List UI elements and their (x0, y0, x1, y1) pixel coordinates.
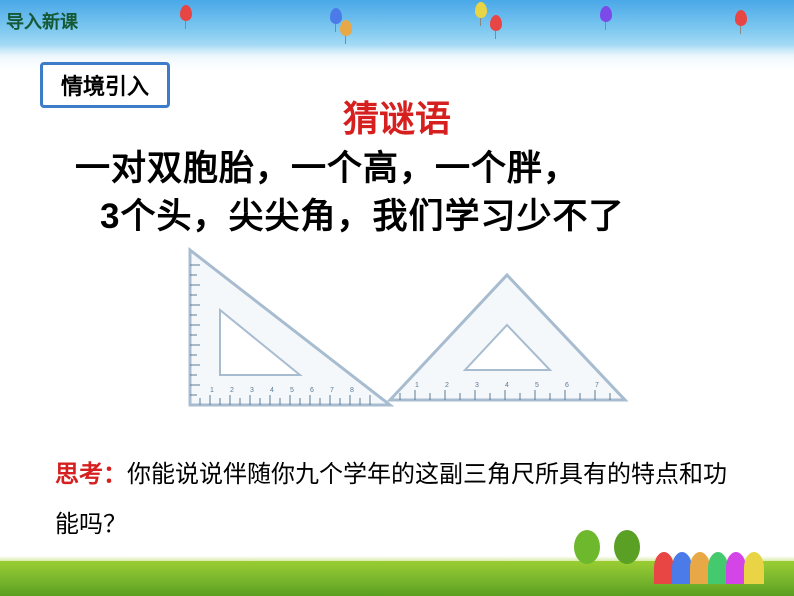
question-label: 思考： (55, 461, 127, 488)
balloon-icon (340, 20, 352, 36)
riddle-line-2: 3个头，尖尖角，我们学习少不了 (100, 188, 624, 239)
svg-text:7: 7 (330, 387, 334, 394)
balloon-icon (475, 2, 487, 18)
svg-text:3: 3 (475, 382, 479, 389)
kid-icon (690, 552, 710, 584)
chapter-title: 导入新课 (6, 8, 78, 34)
svg-text:5: 5 (535, 382, 539, 389)
balloon-icon (330, 8, 342, 24)
triangle-rulers-image: 1 2 3 4 5 6 7 8 1 2 3 4 5 6 7 (180, 240, 620, 420)
kid-icon (744, 552, 764, 584)
kid-icon (654, 552, 674, 584)
svg-text:2: 2 (445, 382, 449, 389)
kid-icon (708, 552, 728, 584)
tree-icon (574, 530, 600, 564)
svg-text:8: 8 (350, 387, 354, 394)
question-text: 你能说说伴随你九个学年的这副三角尺所具有的特点和功能吗？ (55, 461, 727, 538)
svg-text:6: 6 (310, 387, 314, 394)
tree-icon (614, 530, 640, 564)
balloon-icon (600, 6, 612, 22)
svg-text:6: 6 (565, 382, 569, 389)
svg-text:4: 4 (505, 382, 509, 389)
balloon-icon (735, 10, 747, 26)
ruler-454590-icon: 1 2 3 4 5 6 7 (380, 265, 635, 410)
kid-icon (672, 552, 692, 584)
balloon-icon (180, 5, 192, 21)
svg-text:1: 1 (415, 382, 419, 389)
ruler-306090-icon: 1 2 3 4 5 6 7 8 (180, 240, 400, 415)
riddle-title: 猜谜语 (0, 90, 794, 142)
riddle-line-1: 一对双胞胎，一个高，一个胖， (75, 140, 579, 191)
balloon-icon (490, 15, 502, 31)
svg-text:4: 4 (270, 387, 274, 394)
svg-text:5: 5 (290, 387, 294, 394)
kid-icon (726, 552, 746, 584)
svg-text:7: 7 (595, 382, 599, 389)
cartoon-decoration (564, 534, 764, 584)
svg-text:1: 1 (210, 387, 214, 394)
svg-text:2: 2 (230, 387, 234, 394)
svg-text:3: 3 (250, 387, 254, 394)
